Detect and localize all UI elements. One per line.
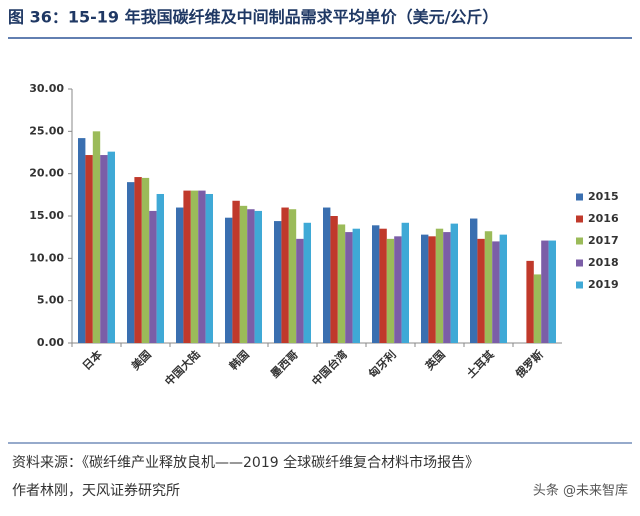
legend-swatch xyxy=(576,237,583,245)
bar xyxy=(443,232,451,343)
legend-swatch xyxy=(576,281,583,289)
x-tick-label: 墨西哥 xyxy=(268,348,301,381)
bar xyxy=(254,210,262,343)
bar xyxy=(484,231,493,343)
legend-swatch xyxy=(576,193,583,201)
bar xyxy=(183,190,191,343)
bar xyxy=(92,131,101,343)
bar xyxy=(205,193,213,343)
x-tick-label: 俄罗斯 xyxy=(512,347,546,381)
bar xyxy=(386,238,395,343)
bar xyxy=(421,234,429,343)
bar xyxy=(401,222,409,343)
chart-title: 图 36：15-19 年我国碳纤维及中间制品需求平均单价（美元/公斤） xyxy=(8,8,498,27)
bar xyxy=(288,209,297,343)
bar xyxy=(127,182,135,343)
y-tick-label: 15.00 xyxy=(29,209,64,222)
bar xyxy=(156,193,164,343)
bar xyxy=(337,224,346,343)
bar xyxy=(323,207,331,343)
bar xyxy=(107,151,115,343)
legend-label: 2016 xyxy=(588,212,619,225)
x-tick-label: 美国 xyxy=(128,347,153,372)
y-tick-label: 30.00 xyxy=(29,82,64,95)
x-tick-label: 土耳其 xyxy=(464,347,497,380)
bar xyxy=(352,228,360,343)
bar xyxy=(435,228,444,343)
y-tick-label: 0.00 xyxy=(37,336,64,349)
bar xyxy=(134,177,142,343)
legend-label: 2019 xyxy=(588,278,619,291)
x-tick-label: 韩国 xyxy=(226,347,251,372)
legend-label: 2018 xyxy=(588,256,619,269)
legend-swatch xyxy=(576,259,583,267)
bar xyxy=(85,155,93,343)
legend-label: 2017 xyxy=(588,234,619,247)
watermark: 头条 @未来智库 xyxy=(533,483,628,499)
x-tick-label: 日本 xyxy=(79,347,104,372)
bar xyxy=(533,274,542,343)
bar xyxy=(198,190,206,343)
bar xyxy=(492,241,500,343)
x-tick-label: 中国大陆 xyxy=(162,347,203,388)
y-tick-label: 25.00 xyxy=(29,124,64,137)
y-tick-label: 20.00 xyxy=(29,167,64,180)
bar xyxy=(541,240,549,343)
source-note: 资料来源：《碳纤维产业释放良机——2019 全球碳纤维复合材料市场报告》 xyxy=(12,454,479,471)
bar xyxy=(100,155,108,343)
bar xyxy=(450,223,458,343)
bar xyxy=(345,232,353,343)
bar xyxy=(526,260,534,343)
bar xyxy=(247,209,255,343)
bar xyxy=(548,240,556,343)
author-note: 作者林刚，天风证券研究所 xyxy=(12,483,180,499)
bar xyxy=(428,236,436,343)
bar xyxy=(232,200,240,343)
bar xyxy=(477,238,485,343)
bar xyxy=(239,205,248,343)
bar xyxy=(372,225,380,343)
bar xyxy=(394,236,402,343)
bar xyxy=(176,207,184,343)
bar xyxy=(296,238,304,343)
bar xyxy=(281,207,289,343)
x-tick-label: 英国 xyxy=(422,347,448,373)
bar xyxy=(225,217,233,343)
bar xyxy=(470,218,478,343)
y-tick-label: 5.00 xyxy=(37,294,64,307)
legend-swatch xyxy=(576,215,583,223)
bar xyxy=(78,138,86,343)
bar xyxy=(141,177,150,343)
bar xyxy=(379,228,387,343)
bar xyxy=(330,216,338,343)
legend-label: 2015 xyxy=(588,190,619,203)
bar xyxy=(149,210,157,343)
y-tick-label: 10.00 xyxy=(29,251,64,264)
bar xyxy=(190,190,199,343)
bar xyxy=(303,222,311,343)
x-tick-label: 匈牙利 xyxy=(366,347,399,380)
bar xyxy=(274,221,282,343)
x-tick-label: 中国台湾 xyxy=(309,347,350,388)
bar xyxy=(499,234,507,343)
